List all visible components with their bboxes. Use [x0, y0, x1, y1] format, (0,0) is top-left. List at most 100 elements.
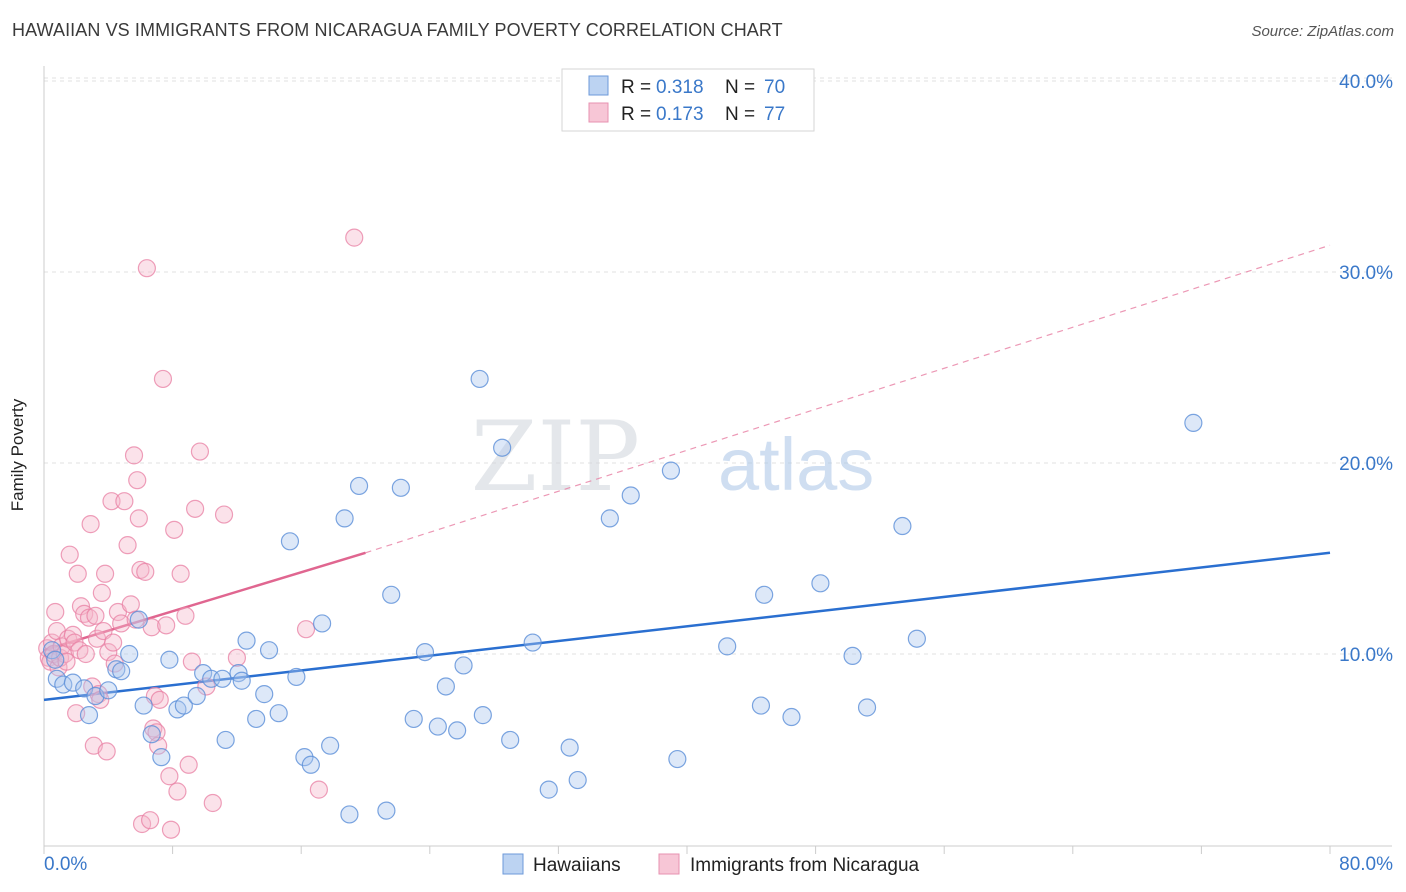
point-hawaiians: [340, 805, 359, 824]
point-hawaiians: [99, 681, 118, 700]
point-nicaragua: [136, 562, 155, 581]
point-hawaiians: [142, 725, 161, 744]
point-hawaiians: [600, 509, 619, 528]
point-hawaiians: [247, 709, 266, 729]
point-hawaiians: [42, 641, 62, 660]
point-nicaragua: [76, 644, 95, 664]
point-hawaiians: [718, 637, 737, 656]
point-hawaiians: [321, 736, 340, 755]
x-tick-label-max: 80.0%: [1339, 854, 1393, 875]
point-hawaiians: [501, 730, 520, 750]
point-hawaiians: [237, 631, 256, 650]
point-hawaiians: [1184, 413, 1203, 432]
point-hawaiians: [312, 614, 332, 633]
legend-r-label-2: R =: [621, 104, 651, 125]
point-nicaragua: [81, 515, 100, 534]
point-hawaiians: [448, 721, 467, 740]
point-hawaiians: [415, 642, 435, 662]
point-nicaragua: [140, 811, 160, 830]
point-nicaragua: [79, 608, 99, 627]
point-nicaragua: [179, 755, 198, 774]
point-hawaiians: [470, 369, 489, 389]
point-hawaiians: [539, 780, 558, 799]
point-hawaiians: [112, 662, 131, 681]
watermark-zip: ZIP: [471, 401, 640, 513]
point-hawaiians: [335, 509, 354, 528]
point-hawaiians: [428, 717, 447, 736]
point-nicaragua: [153, 369, 173, 389]
point-hawaiians: [79, 706, 99, 725]
point-hawaiians: [843, 646, 862, 666]
bottom-legend-label-hawaiians: Hawaiians: [533, 855, 621, 876]
point-nicaragua: [161, 820, 181, 839]
point-hawaiians: [120, 644, 139, 664]
point-nicaragua: [160, 767, 179, 786]
point-nicaragua: [227, 648, 246, 667]
point-nicaragua: [309, 780, 328, 799]
point-nicaragua: [129, 509, 148, 528]
legend-n-value-1: 70: [764, 77, 785, 98]
point-nicaragua: [86, 606, 105, 625]
legend-n-value-2: 77: [764, 104, 785, 125]
point-hawaiians: [160, 650, 179, 669]
point-nicaragua: [46, 602, 65, 622]
point-hawaiians: [473, 706, 492, 725]
point-hawaiians: [560, 738, 579, 757]
point-hawaiians: [255, 685, 274, 704]
point-hawaiians: [751, 696, 771, 715]
point-nicaragua: [124, 446, 144, 465]
point-hawaiians: [287, 667, 306, 687]
legend-swatch-nicaragua: [588, 102, 609, 123]
point-hawaiians: [46, 650, 65, 669]
trend-line-nicaragua-extension: [365, 244, 1331, 554]
point-hawaiians: [213, 669, 232, 688]
legend-r-label-1: R =: [621, 77, 651, 98]
point-nicaragua: [57, 652, 76, 671]
legend-r-value-1: 0.318: [656, 77, 704, 98]
point-hawaiians: [568, 770, 587, 790]
point-hawaiians: [893, 516, 912, 536]
point-hawaiians: [295, 748, 314, 767]
bottom-legend-label-nicaragua: Immigrants from Nicaragua: [690, 855, 920, 876]
point-hawaiians: [63, 673, 83, 692]
watermark-atlas: atlas: [718, 423, 874, 506]
tick-labels: 10.0% 20.0% 30.0% 40.0% 0.0% 80.0%: [44, 72, 1393, 875]
point-nicaragua: [149, 736, 168, 755]
point-nicaragua: [296, 620, 316, 639]
point-nicaragua: [150, 690, 169, 709]
point-nicaragua: [182, 652, 201, 671]
point-nicaragua: [168, 782, 187, 801]
point-nicaragua: [97, 742, 116, 761]
legend-r-value-2: 0.173: [656, 104, 704, 125]
point-nicaragua: [92, 583, 111, 602]
point-hawaiians: [404, 709, 423, 729]
point-nicaragua: [115, 492, 134, 511]
point-hawaiians: [152, 748, 171, 767]
point-hawaiians: [134, 696, 153, 715]
point-hawaiians: [436, 677, 455, 696]
point-hawaiians: [280, 532, 300, 551]
point-nicaragua: [171, 564, 190, 583]
point-nicaragua: [118, 536, 137, 555]
point-hawaiians: [391, 478, 410, 497]
legend-n-label-1: N =: [725, 77, 755, 98]
point-nicaragua: [137, 259, 156, 278]
series-nicaragua-points: [38, 228, 364, 839]
point-nicaragua: [68, 564, 87, 583]
top-legend: R = 0.318 N = 70 R = 0.173 N = 77: [561, 68, 815, 132]
point-hawaiians: [857, 698, 877, 717]
point-hawaiians: [187, 686, 206, 706]
source-label: Source: ZipAtlas.com: [1251, 23, 1394, 40]
y-tick-label: 30.0%: [1339, 263, 1393, 284]
point-nicaragua: [112, 614, 131, 633]
bottom-legend: Hawaiians Immigrants from Nicaragua: [502, 853, 920, 876]
point-hawaiians: [668, 749, 687, 769]
point-nicaragua: [102, 492, 121, 511]
point-nicaragua: [214, 505, 234, 524]
point-hawaiians: [755, 585, 774, 604]
point-nicaragua: [104, 633, 123, 652]
point-hawaiians: [382, 585, 401, 604]
point-nicaragua: [345, 228, 364, 247]
point-hawaiians: [782, 707, 801, 727]
